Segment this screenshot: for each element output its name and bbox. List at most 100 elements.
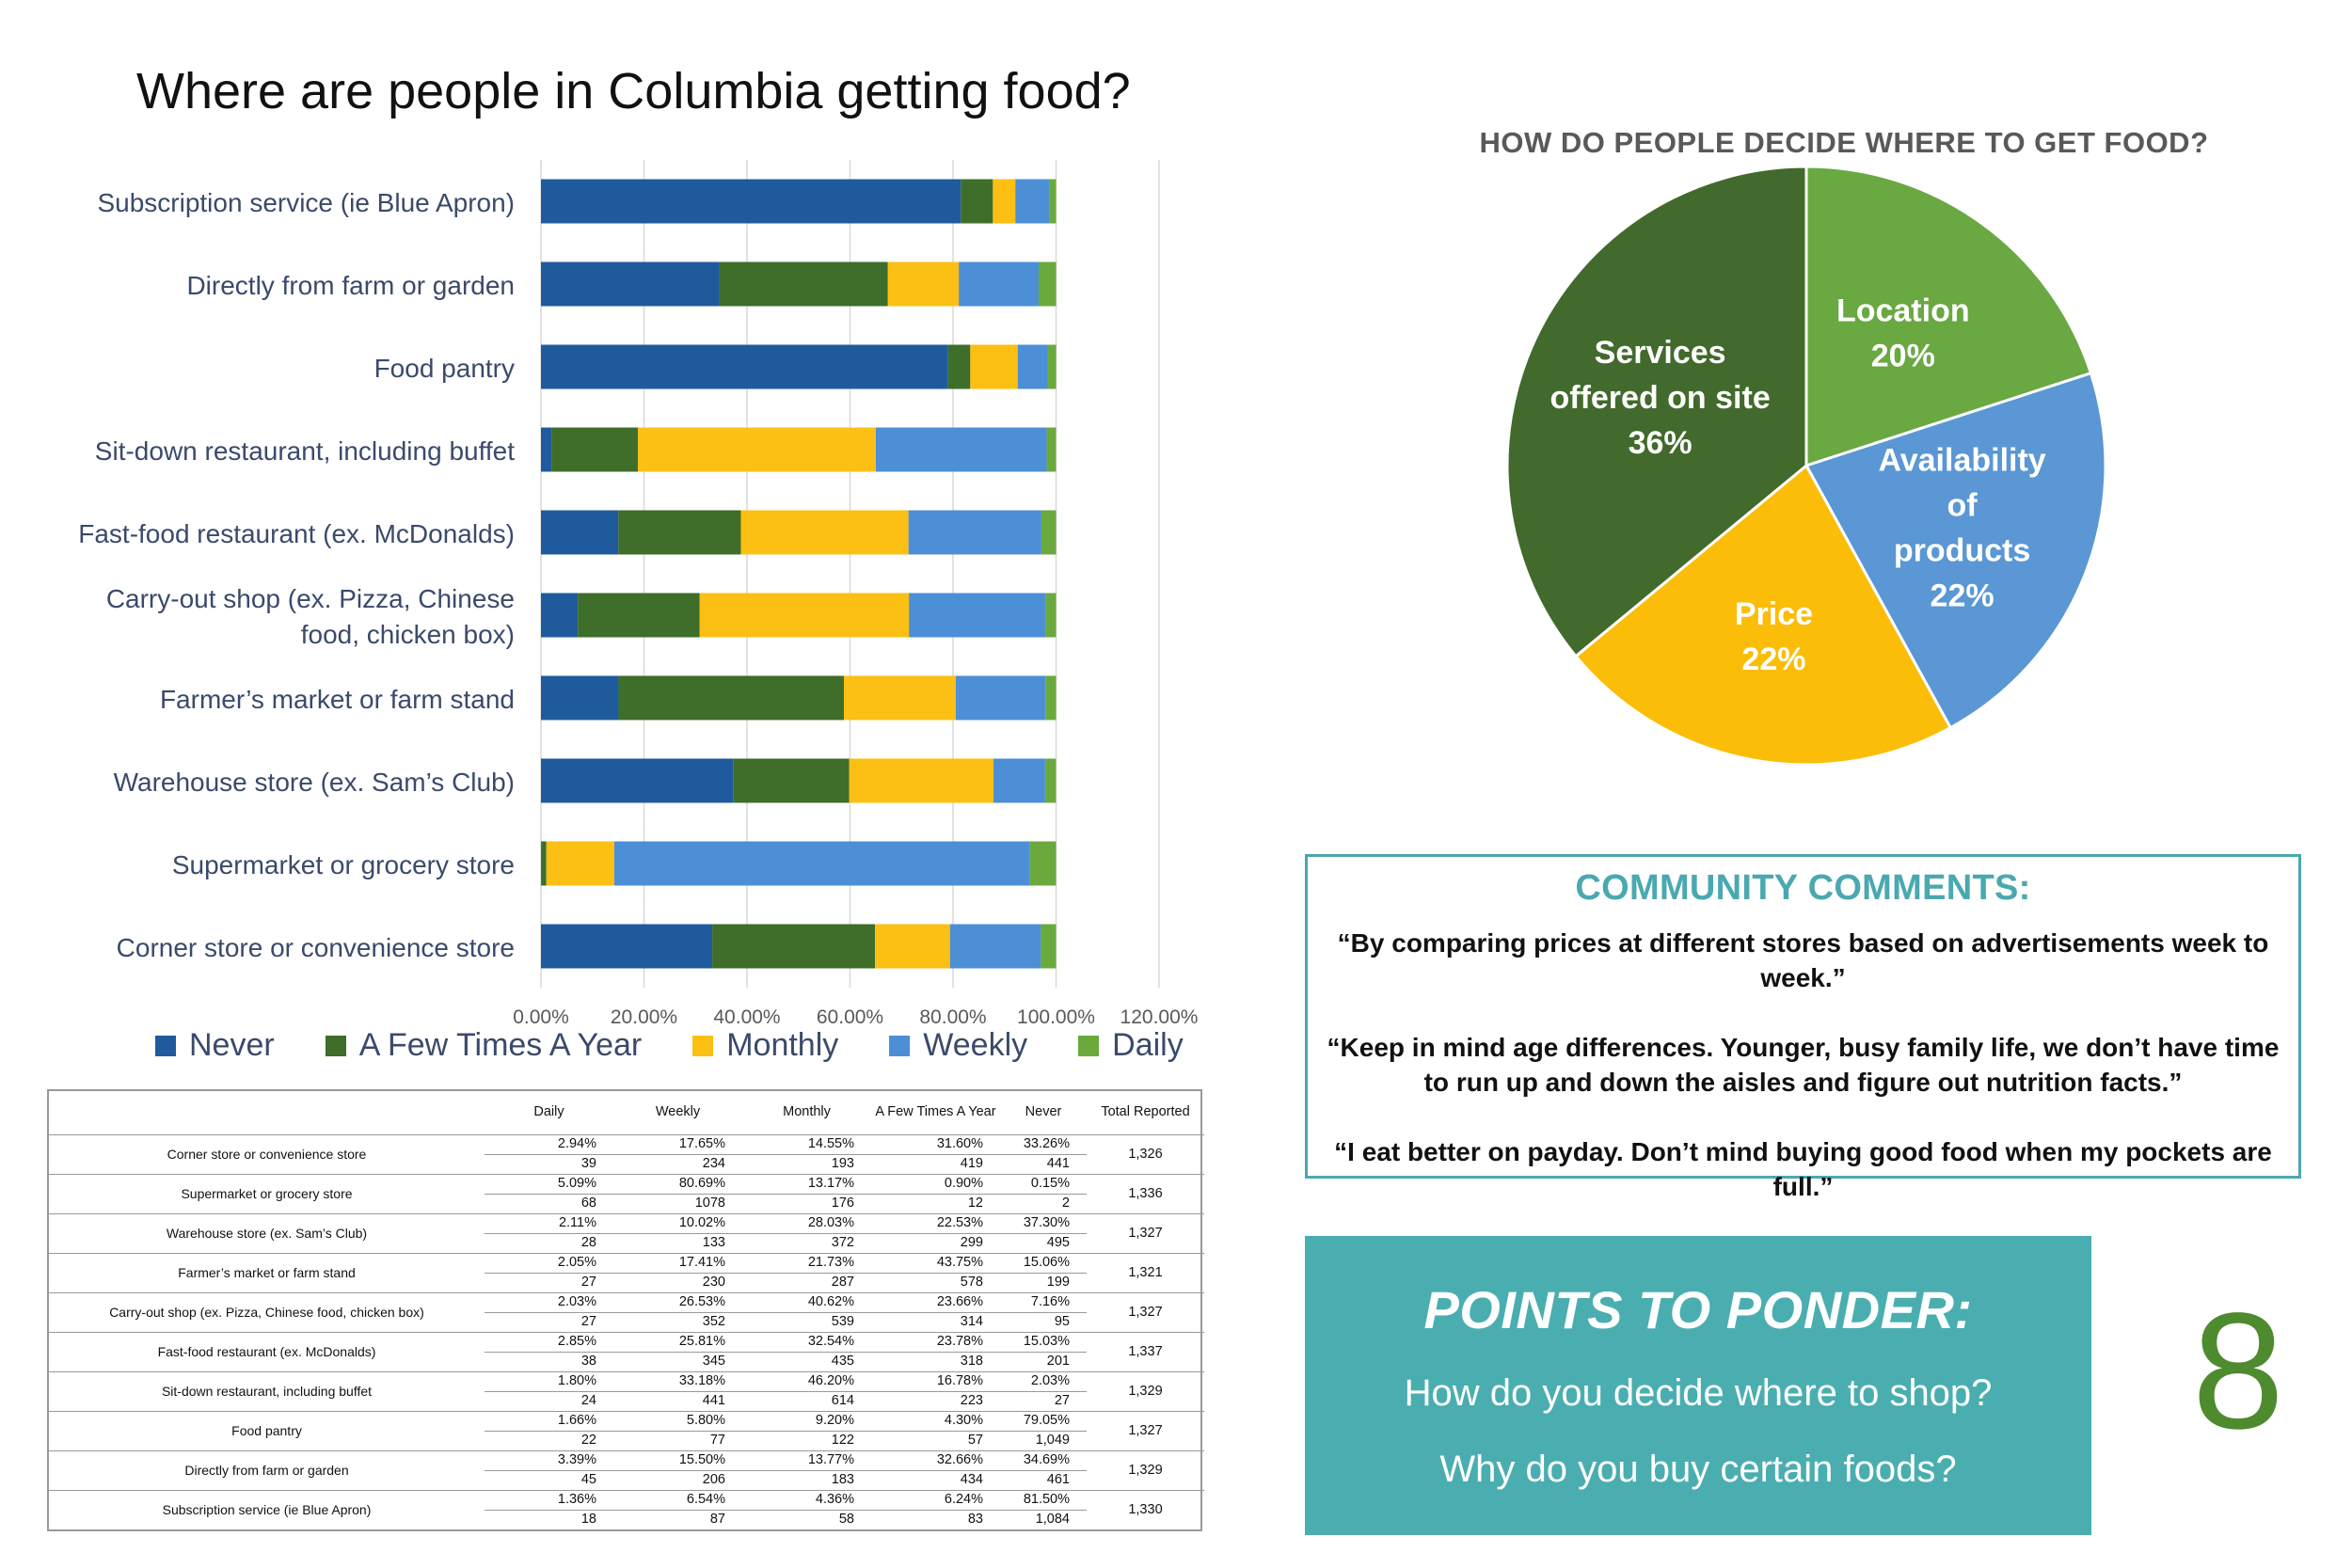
- bar-segment-never: [541, 841, 542, 886]
- table-row-label: Warehouse store (ex. Sam’s Club): [49, 1213, 485, 1254]
- table-row: 45 206 183 434 461: [49, 1470, 1204, 1491]
- table-row-label: Carry-out shop (ex. Pizza, Chinese food,…: [49, 1292, 485, 1333]
- pie-slice: [1505, 165, 1808, 658]
- table-percent-cell: 28.03%: [742, 1213, 871, 1234]
- bar-segment-daily: [1038, 261, 1057, 307]
- bar-segment-monthly: [699, 593, 910, 638]
- bar-segment-weekly: [908, 510, 1041, 555]
- table-count-cell: 314: [871, 1312, 1000, 1333]
- table-count-cell: 318: [871, 1352, 1000, 1372]
- table-row: 27 352 539 314 95: [49, 1312, 1204, 1333]
- points-to-ponder-box: POINTS TO PONDER: How do you decide wher…: [1305, 1236, 2091, 1535]
- bar-segment-never: [541, 593, 579, 638]
- bar-segment-weekly: [1017, 344, 1048, 389]
- table-count-cell: 2: [1000, 1194, 1087, 1214]
- table-percent-cell: 37.30%: [1000, 1213, 1087, 1234]
- table-percent-cell: 17.41%: [613, 1253, 742, 1274]
- legend-swatch: [325, 1035, 346, 1056]
- table-row: Supermarket or grocery store 5.09% 80.69% 1…: [49, 1174, 1204, 1214]
- table-count-cell: 287: [742, 1273, 871, 1293]
- legend-swatch: [155, 1035, 176, 1056]
- table-count-cell: 495: [1000, 1233, 1087, 1254]
- table-count-cell: 28: [485, 1233, 613, 1254]
- table-count-cell: 201: [1000, 1352, 1087, 1372]
- table-header-cell: Never: [1000, 1091, 1087, 1135]
- community-comments-title: COMMUNITY COMMENTS:: [1575, 868, 2031, 908]
- table-total-cell: 1,337: [1087, 1332, 1204, 1372]
- table-count-cell: 372: [742, 1233, 871, 1254]
- legend-label: Weekly: [923, 1027, 1028, 1063]
- table-percent-cell: 26.53%: [613, 1292, 742, 1313]
- page-title: Where are people in Columbia getting foo…: [136, 63, 1131, 119]
- bar-segment-monthly: [875, 924, 950, 969]
- table-percent-cell: 5.80%: [613, 1411, 742, 1432]
- bar-segment-monthly: [970, 344, 1018, 389]
- bar-segment-a-few-times-a-year: [961, 179, 993, 224]
- table-percent-cell: 21.73%: [742, 1253, 871, 1274]
- table-percent-cell: 6.54%: [613, 1490, 742, 1511]
- bar-segment-weekly: [993, 758, 1045, 803]
- table-row: Corner store or convenience store 2.94% 17…: [49, 1134, 1204, 1175]
- table-row: Directly from farm or garden 3.39% 15.50% 1…: [49, 1450, 1204, 1491]
- bar-segment-a-few-times-a-year: [541, 841, 547, 886]
- table-count-cell: 58: [838, 1512, 854, 1528]
- table-row-label: Sit-down restaurant, including buffet: [49, 1371, 485, 1412]
- table-percent-cell: 7.16%: [1000, 1292, 1087, 1313]
- table-count-cell: 578: [871, 1273, 1000, 1293]
- table-row: Fast-food restaurant (ex. McDonalds) 2.85…: [49, 1332, 1204, 1372]
- pie-slice: [1804, 165, 2093, 468]
- pie-slice-label: Price: [1735, 596, 1813, 632]
- table-count-cell: 27: [485, 1312, 613, 1333]
- table-percent-cell: 80.69%: [613, 1174, 742, 1195]
- table-count-cell: 199: [1000, 1273, 1087, 1293]
- table-total-cell: 1,321: [1087, 1253, 1204, 1293]
- table-count-cell: 234: [613, 1154, 742, 1175]
- table-percent-cell: 22.53%: [871, 1213, 1000, 1234]
- table-percent-cell: 31.60%: [871, 1134, 1000, 1155]
- bar-segment-daily: [1045, 675, 1057, 721]
- table-count-cell: 345: [613, 1352, 742, 1372]
- category-label: Farmer’s market or farm stand: [160, 685, 515, 714]
- table-total-cell: 1,327: [1087, 1292, 1204, 1333]
- table-count-cell: 461: [1000, 1470, 1087, 1491]
- table-count-cell: 441: [613, 1391, 742, 1412]
- category-label: food, chicken box): [301, 620, 515, 649]
- table-count-cell: 122: [742, 1431, 871, 1451]
- pie-chart: Location 20% Availability of products 22% Pric…: [1505, 165, 2107, 767]
- pie-chart-title: HOW DO PEOPLE DECIDE WHERE TO GET FOOD?: [1479, 126, 2209, 159]
- table-row-label: Corner store or convenience store: [49, 1134, 485, 1175]
- table-header-cell: Total Reported: [1087, 1091, 1204, 1135]
- bar-segment-daily: [1041, 924, 1057, 969]
- table-total-cell: 1,329: [1087, 1450, 1204, 1491]
- table-percent-cell: 25.81%: [613, 1332, 742, 1353]
- table-count-cell: 223: [871, 1391, 1000, 1412]
- table-count-cell: 77: [613, 1431, 742, 1451]
- bar-segment-weekly: [955, 675, 1046, 721]
- legend-swatch: [1078, 1035, 1100, 1056]
- x-tick-label: 0.00%: [513, 1006, 569, 1028]
- table-percent-cell: 23.66%: [871, 1292, 1000, 1313]
- table-count-cell: 1078: [613, 1194, 742, 1214]
- ponder-question-1: How do you decide where to shop?: [1404, 1372, 1993, 1414]
- table-row-label: Subscription service (ie Blue Apron): [162, 1501, 372, 1517]
- comment-2: “Keep in mind age differences. Younger, …: [1327, 1033, 2280, 1097]
- table-percent-cell: 16.78%: [871, 1371, 1000, 1392]
- table-percent-cell: 4.36%: [742, 1490, 871, 1511]
- bar-segment-never: [541, 758, 734, 803]
- stacked-bar-chart: 0.00% 20.00% 40.00% 60.00% 80.00% 100.00% 120.…: [78, 160, 1198, 1028]
- x-tick-label: 20.00%: [611, 1006, 677, 1028]
- table-count-cell: 434: [871, 1470, 1000, 1491]
- pie-slice-label: Location: [1836, 293, 1970, 329]
- table-header-cell: Daily: [485, 1091, 613, 1135]
- bar-segment-a-few-times-a-year: [618, 510, 741, 555]
- bar-segment-never: [541, 510, 619, 555]
- x-tick-label: 80.00%: [919, 1006, 986, 1028]
- table-total-cell: 1,327: [1087, 1411, 1204, 1451]
- table-count-cell: 206: [613, 1470, 742, 1491]
- category-label: Directly from farm or garden: [186, 271, 515, 300]
- legend-label: A Few Times A Year: [358, 1027, 643, 1063]
- bar-segment-a-few-times-a-year: [578, 593, 700, 638]
- table-percent-cell: 6.24%: [871, 1490, 1000, 1511]
- pie-slice-label: offered on site: [1549, 380, 1770, 416]
- table-count-cell: 193: [742, 1154, 871, 1175]
